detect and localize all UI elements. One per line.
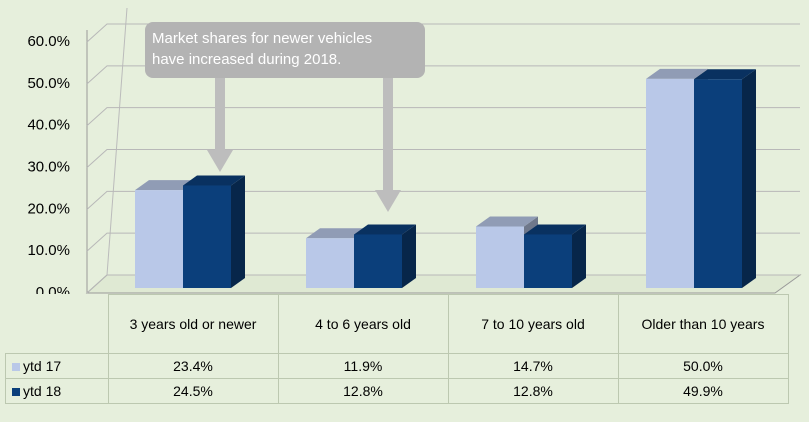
bar-top: [694, 69, 756, 80]
y-tick-label: 60.0%: [27, 33, 70, 50]
bar: [646, 78, 694, 288]
legend-label: ytd 18: [23, 382, 62, 399]
bar-top: [476, 216, 538, 227]
series-row: ytd 17 23.4% 11.9% 14.7% 50.0%: [5, 352, 789, 379]
bar-side: [742, 69, 756, 288]
bar: [524, 234, 572, 288]
category-label: 4 to 6 years old: [277, 294, 449, 354]
bar-top: [524, 224, 586, 235]
grid-line: [86, 23, 800, 43]
grid-line: [86, 190, 800, 210]
y-tick-label: 30.0%: [27, 158, 70, 175]
value-label: 23.4%: [107, 352, 279, 379]
bar-side: [402, 224, 416, 288]
category-label: Older than 10 years: [617, 294, 789, 354]
y-tick-label: 50.0%: [27, 75, 70, 92]
category-label: 7 to 10 years old: [447, 294, 619, 354]
arrow-shaft: [383, 76, 393, 190]
grid-line: [86, 107, 800, 127]
legend-label: ytd 17: [23, 357, 62, 374]
arrow-head: [375, 190, 401, 212]
wall-edge: [106, 7, 128, 276]
bar-top: [306, 228, 368, 239]
y-tick-label: 0.0%: [36, 284, 70, 294]
callout-text: Market shares for newer vehicles: [152, 30, 372, 47]
value-label: 11.9%: [277, 352, 449, 379]
legend-cell: ytd 17: [5, 352, 109, 379]
bar: [354, 234, 402, 288]
bar-top: [135, 180, 197, 191]
arrow-head: [207, 150, 233, 172]
value-label: 50.0%: [617, 352, 789, 379]
bar: [183, 185, 231, 288]
bar-top: [646, 68, 708, 79]
y-tick-label: 10.0%: [27, 242, 70, 259]
bar: [135, 190, 183, 288]
value-label: 12.8%: [277, 377, 449, 404]
legend-key: [12, 387, 20, 396]
plot: 0.0% 10.0% 20.0% 30.0% 40.0% 50.0% 60.0% Market…: [27, 7, 802, 294]
legend-key: [12, 362, 20, 371]
data-table: 3 years old or newer 4 to 6 years old 7 to…: [5, 294, 789, 404]
value-label: 14.7%: [447, 352, 619, 379]
value-label: 49.9%: [617, 377, 789, 404]
bar-side: [231, 175, 245, 288]
grid-line: [86, 149, 800, 168]
bar: [476, 226, 524, 288]
y-tick-label: 40.0%: [27, 117, 70, 134]
bar: [694, 79, 742, 288]
series-row: ytd 18 24.5% 12.8% 12.8% 49.9%: [5, 377, 789, 404]
grid-line: [86, 65, 800, 85]
arrow-shaft: [215, 76, 225, 150]
callout: [145, 22, 425, 78]
header-row: 3 years old or newer 4 to 6 years old 7 to…: [5, 294, 789, 354]
value-label: 24.5%: [107, 377, 279, 404]
bar-top: [183, 175, 245, 186]
legend-cell: ytd 18: [5, 377, 109, 404]
callout-text: have increased during 2018.: [152, 51, 341, 68]
category-label: 3 years old or newer: [107, 294, 279, 354]
bar-side: [572, 224, 586, 288]
bar-top: [354, 224, 416, 235]
bar: [306, 238, 354, 288]
value-label: 12.8%: [447, 377, 619, 404]
y-tick-label: 20.0%: [27, 200, 70, 217]
corner-cell: [5, 294, 109, 354]
